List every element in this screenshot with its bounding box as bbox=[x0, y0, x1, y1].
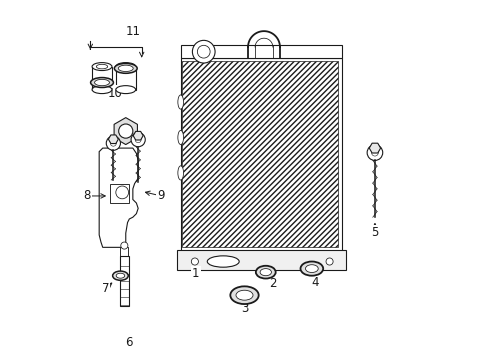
Circle shape bbox=[116, 186, 128, 199]
Ellipse shape bbox=[120, 64, 131, 69]
Text: 10: 10 bbox=[107, 87, 122, 100]
Ellipse shape bbox=[178, 130, 183, 145]
Text: 5: 5 bbox=[370, 226, 378, 239]
Text: 6: 6 bbox=[125, 336, 133, 349]
Bar bbox=[120, 247, 128, 258]
Ellipse shape bbox=[260, 269, 271, 276]
Ellipse shape bbox=[94, 79, 109, 86]
Ellipse shape bbox=[90, 77, 113, 87]
Ellipse shape bbox=[305, 265, 318, 273]
Bar bbox=[116, 67, 135, 90]
Text: 4: 4 bbox=[311, 276, 319, 289]
Bar bbox=[120, 256, 129, 306]
Circle shape bbox=[192, 40, 215, 63]
Ellipse shape bbox=[116, 86, 135, 94]
Ellipse shape bbox=[236, 290, 252, 300]
Ellipse shape bbox=[230, 286, 258, 304]
Bar bbox=[110, 184, 129, 203]
Circle shape bbox=[191, 258, 198, 265]
Polygon shape bbox=[114, 118, 137, 145]
Polygon shape bbox=[99, 148, 138, 247]
Circle shape bbox=[371, 149, 378, 156]
Circle shape bbox=[110, 140, 116, 146]
Polygon shape bbox=[133, 131, 143, 140]
Circle shape bbox=[325, 258, 332, 265]
Circle shape bbox=[366, 145, 382, 161]
Circle shape bbox=[135, 137, 141, 143]
Ellipse shape bbox=[116, 63, 135, 71]
Bar bbox=[181, 45, 341, 58]
Circle shape bbox=[197, 45, 210, 58]
Ellipse shape bbox=[207, 256, 239, 267]
Ellipse shape bbox=[178, 95, 183, 109]
Bar bbox=[177, 250, 345, 270]
Text: 1: 1 bbox=[191, 267, 199, 280]
Polygon shape bbox=[368, 143, 380, 153]
Ellipse shape bbox=[300, 261, 323, 276]
Ellipse shape bbox=[114, 63, 137, 73]
Text: 11: 11 bbox=[125, 25, 140, 39]
Text: 7: 7 bbox=[102, 282, 109, 294]
Circle shape bbox=[119, 124, 133, 138]
Bar bbox=[92, 67, 112, 90]
Circle shape bbox=[131, 132, 145, 147]
Ellipse shape bbox=[116, 273, 124, 278]
Ellipse shape bbox=[92, 86, 112, 94]
Polygon shape bbox=[108, 135, 118, 144]
Bar bbox=[181, 58, 341, 251]
Ellipse shape bbox=[96, 64, 107, 69]
Circle shape bbox=[121, 242, 128, 249]
Text: 2: 2 bbox=[268, 277, 276, 290]
Ellipse shape bbox=[112, 271, 128, 280]
Ellipse shape bbox=[255, 266, 275, 279]
Text: 8: 8 bbox=[83, 189, 90, 202]
Ellipse shape bbox=[92, 63, 112, 71]
Ellipse shape bbox=[118, 65, 133, 72]
Bar bbox=[182, 61, 338, 247]
Ellipse shape bbox=[178, 166, 183, 180]
Text: 9: 9 bbox=[157, 189, 164, 202]
Text: 3: 3 bbox=[240, 302, 248, 315]
Circle shape bbox=[106, 136, 120, 150]
